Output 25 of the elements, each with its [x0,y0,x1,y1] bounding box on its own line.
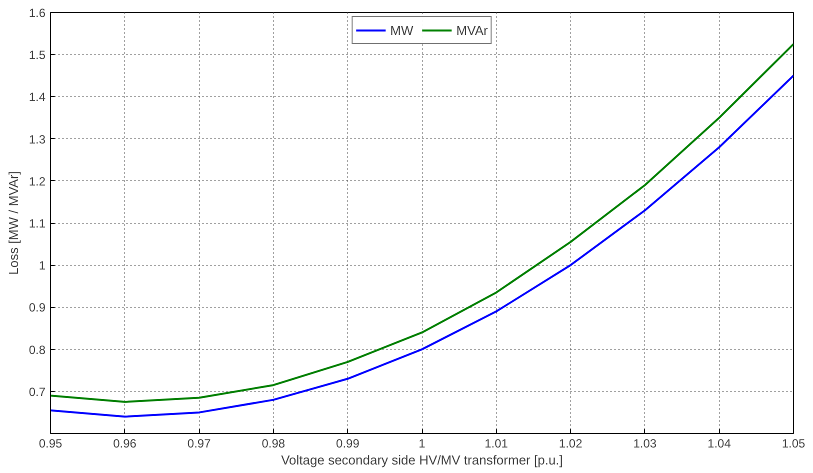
x-tick-label: 0.99 [336,436,360,450]
x-tick-label: 1.04 [708,436,732,450]
x-tick-label: 1.01 [484,436,508,450]
legend-label: MVAr [456,22,488,38]
y-tick-label: 0.9 [28,300,46,315]
x-tick-label: 0.97 [187,436,212,450]
y-tick-label: 1.5 [28,48,46,62]
x-tick-label: 0.95 [38,436,63,450]
x-tick-label: 1.03 [633,436,657,450]
y-tick-label: 1.1 [28,216,46,230]
y-tick-label: 1.3 [28,132,46,146]
y-tick-label: 1.4 [28,90,46,104]
y-tick-label: 1.2 [28,174,46,188]
x-tick-label: 0.98 [262,436,286,450]
x-tick-label: 0.96 [113,436,137,450]
x-tick-label: 1.05 [782,436,806,450]
legend-label: MW [390,22,414,38]
y-tick-label: 1.6 [28,6,46,20]
x-axis-title: Voltage secondary side HV/MV transformer [p.u.] [281,452,563,468]
x-tick-label: 1 [418,436,426,450]
y-axis-title: Loss [MW / MVAr] [6,171,21,275]
x-tick-label: 1.02 [558,436,583,450]
y-tick-label: 0.8 [28,342,46,357]
y-tick-label: 1 [38,258,46,273]
y-tick-label: 0.7 [28,384,46,399]
